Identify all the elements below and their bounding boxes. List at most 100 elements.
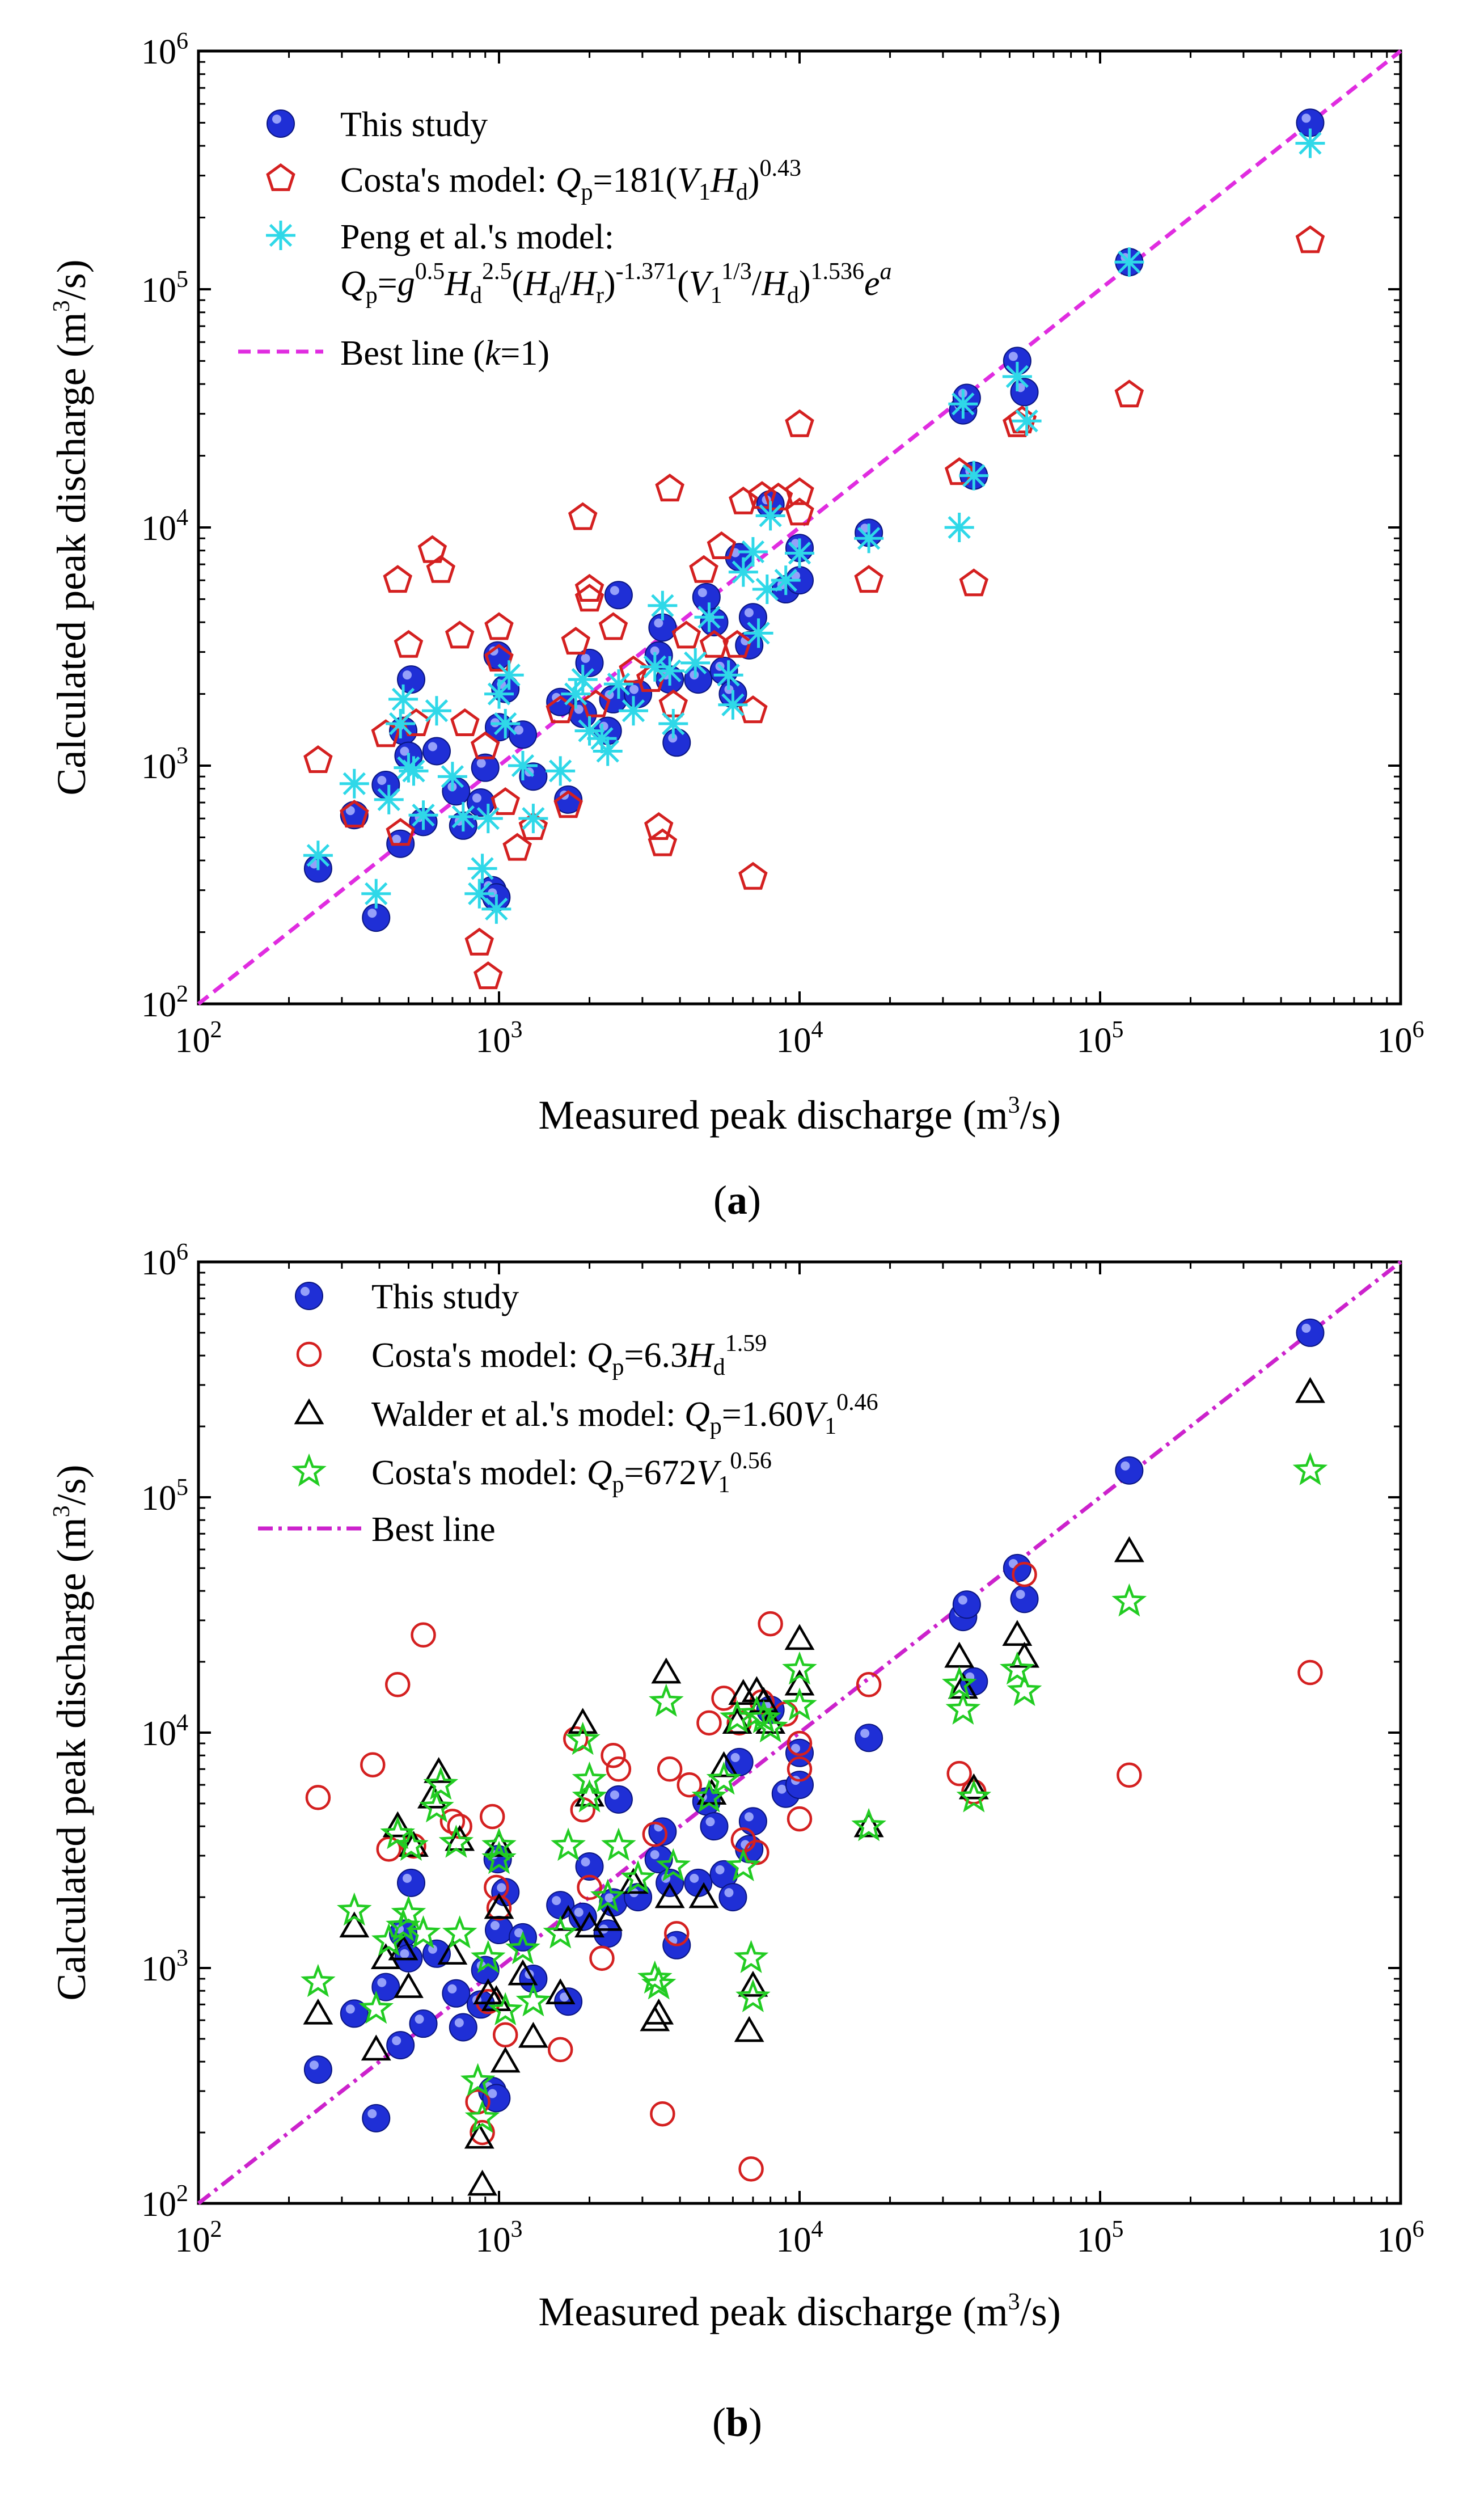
- a-y-tick-label: 105: [141, 267, 188, 310]
- b-series-3: [301, 1452, 1328, 2134]
- legend-a-peng-slash: /: [561, 264, 571, 303]
- b-point-open-star: [464, 2100, 500, 2134]
- b-point-open-triangle: [654, 1882, 685, 1908]
- b-point-open-star: [590, 1878, 625, 1912]
- legend-b-marker-costa1: [296, 1341, 322, 1367]
- a-point-asterisk: [648, 590, 678, 620]
- b-point-filled-circle: [648, 1817, 677, 1846]
- a-point-open-pentagon: [581, 689, 611, 717]
- a-point-asterisk: [743, 618, 773, 648]
- b-point-filled-circle: [1003, 1553, 1031, 1582]
- a-point-asterisk: [713, 660, 743, 690]
- legend-b-costa1: Costa's model: Qp=6.3Hd1.59: [296, 1331, 767, 1380]
- a-point-asterisk: [755, 501, 785, 531]
- legend-b-marker-costa2: [291, 1453, 327, 1487]
- a-y-tick-label: 104: [141, 505, 188, 548]
- b-point-filled-circle: [386, 2031, 415, 2060]
- a-point-asterisk: [494, 660, 524, 690]
- panel-label-b: (b): [712, 2400, 762, 2445]
- b-point-open-star: [391, 1895, 426, 1929]
- b-point-open-circle: [657, 1756, 683, 1782]
- a-point-open-pentagon: [671, 620, 701, 649]
- b-point-open-triangle: [1114, 1536, 1144, 1562]
- a-point-open-pentagon: [574, 584, 604, 612]
- b-point-filled-circle: [442, 1979, 471, 2008]
- legend-a-marker-this-study: [267, 109, 295, 138]
- b-point-open-circle: [758, 1611, 783, 1637]
- b-point-open-star: [641, 1966, 677, 2000]
- b-point-open-star: [551, 1827, 586, 1861]
- legend-a-best: Best line (k=1): [238, 334, 549, 373]
- legend-a-peng-h-exp: 2.5: [482, 259, 512, 285]
- legend-a: This study Costa's model: Qp=181(V1Hd)0.…: [238, 105, 892, 373]
- a-point-open-pentagon: [502, 833, 532, 861]
- legend-a-marker-peng-shape: [266, 221, 295, 250]
- b-point-open-triangle: [382, 1811, 413, 1838]
- legend-a-peng: Peng et al.'s model: Qp=g0.5Hd2.5(Hd/Hr)…: [266, 218, 892, 309]
- b-point-open-triangle: [339, 1911, 370, 1938]
- a-point-open-pentagon: [785, 477, 814, 505]
- b-point-filled-circle: [1296, 1318, 1325, 1347]
- legend-a-label-this-study: This study: [340, 105, 488, 144]
- a-point-open-pentagon: [722, 630, 752, 658]
- b-point-open-triangle: [784, 1624, 815, 1650]
- b-point-open-star: [515, 1983, 551, 2017]
- legend-a-marker-this-study-shape: [267, 109, 295, 138]
- legend-b-walder: Walder et al.'s model: Qp=1.60V10.46: [294, 1390, 878, 1439]
- b-series-2: [303, 1376, 1325, 2196]
- b-point-open-triangle: [688, 1882, 719, 1908]
- points-a: [303, 108, 1325, 990]
- a-point-open-pentagon: [574, 573, 604, 602]
- legend-a-label-peng-line2: Qp=g0.5Hd2.5(Hd/Hr)-1.371(V11/3/Hd)1.536…: [340, 259, 892, 309]
- b-point-open-star: [572, 1761, 607, 1795]
- b-point-open-triangle: [709, 1751, 739, 1777]
- b-point-open-star: [423, 1766, 459, 1800]
- b-point-open-triangle: [393, 1972, 424, 1998]
- a-point-filled-circle: [644, 641, 673, 670]
- b-point-open-star: [488, 1992, 523, 2026]
- b-point-open-circle: [664, 1921, 690, 1946]
- legend-b-costa2: Costa's model: Qp=672V10.56: [291, 1448, 772, 1498]
- b-point-open-triangle: [651, 1657, 682, 1684]
- a-point-open-pentagon: [655, 474, 684, 502]
- a-point-asterisk: [948, 389, 978, 419]
- a-point-asterisk: [473, 804, 503, 834]
- legend-a-peng-g-exp: 0.5: [415, 259, 445, 285]
- legend-a-peng-exp1: -1.371: [616, 259, 678, 285]
- a-x-tick-label: 102: [175, 1017, 222, 1060]
- b-point-open-triangle: [958, 1773, 989, 1800]
- b-point-open-star: [620, 1860, 656, 1894]
- b-point-open-star: [405, 1915, 441, 1949]
- a-point-open-pentagon: [598, 612, 628, 640]
- a-point-asterisk: [618, 696, 648, 726]
- a-point-open-pentagon: [854, 565, 883, 593]
- b-point-open-star: [572, 1779, 607, 1813]
- b-point-open-star: [438, 1825, 474, 1858]
- a-point-open-pentagon: [394, 630, 424, 658]
- legend-a-peng-d4: d: [787, 282, 799, 309]
- a-series-2: [303, 128, 1325, 924]
- b-series-1: [305, 1561, 1323, 2182]
- a-point-open-pentagon: [553, 790, 583, 818]
- b-point-open-star: [565, 1721, 601, 1755]
- legend-a-peng-eq: =: [378, 264, 398, 303]
- a-point-open-pentagon: [340, 800, 369, 828]
- legend-b-marker-walder: [294, 1398, 324, 1425]
- b-point-open-triangle: [361, 2034, 391, 2061]
- a-point-filled-circle: [362, 903, 391, 932]
- legend-b-this-study: This study: [295, 1278, 519, 1316]
- legend-a-costa-mid: =181(: [593, 161, 678, 200]
- b-point-filled-circle: [959, 1667, 988, 1696]
- a-point-filled-circle: [684, 665, 713, 694]
- b-point-filled-circle: [422, 1939, 451, 1968]
- a-x-tick-label: 103: [476, 1017, 523, 1060]
- a-point-asterisk: [655, 656, 685, 686]
- b-point-open-circle: [547, 2037, 573, 2063]
- a-point-asterisk: [1114, 247, 1144, 277]
- b-y-tick-label: 105: [141, 1475, 188, 1518]
- a-point-open-pentagon: [689, 555, 718, 583]
- b-point-open-circle: [606, 1756, 632, 1782]
- b-point-open-circle: [677, 1772, 702, 1798]
- legend-a-peng-exp2: 1.536: [810, 259, 864, 285]
- b-point-filled-circle: [449, 2013, 477, 2042]
